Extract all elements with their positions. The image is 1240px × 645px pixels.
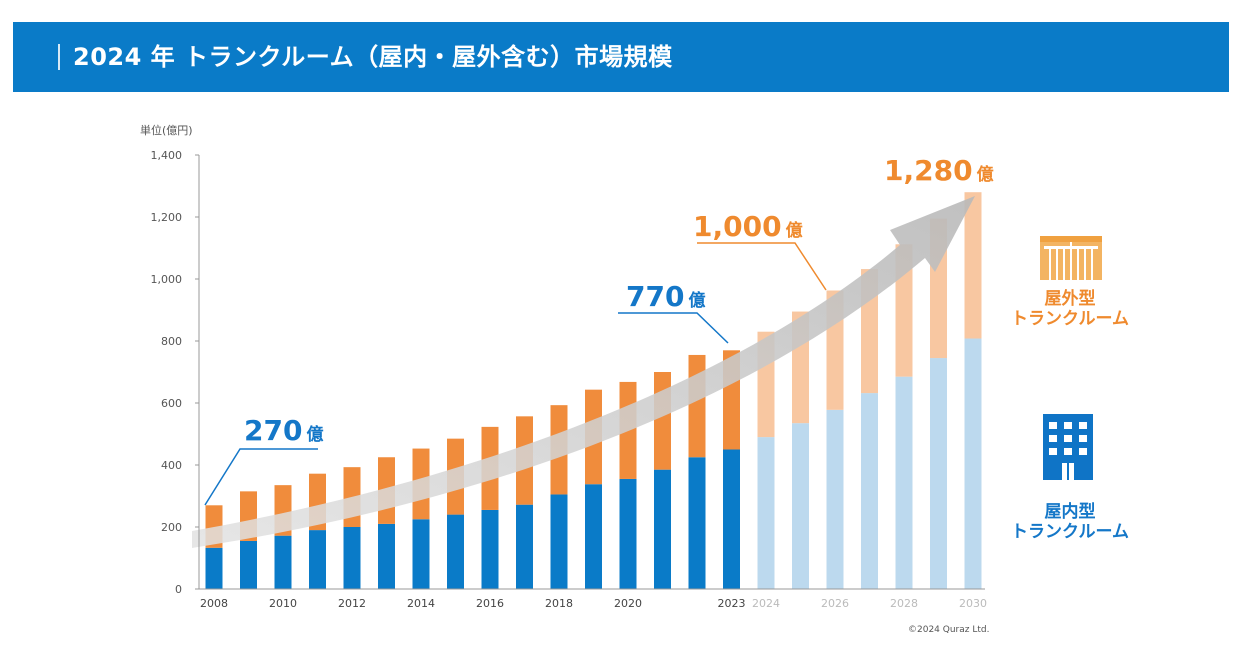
bar-indoor-2024 <box>757 437 775 589</box>
x-tick-label: 2016 <box>476 597 504 610</box>
x-tick-label: 2028 <box>890 597 918 610</box>
y-tick-label: 400 <box>161 459 182 472</box>
bar-indoor-2022 <box>688 457 706 589</box>
bar-indoor-2019 <box>585 484 602 589</box>
y-tick-label: 600 <box>161 397 182 410</box>
annotation-label-2008: 270 億 <box>244 414 323 447</box>
bar-indoor-2027 <box>861 393 878 589</box>
bar-indoor-2008 <box>205 547 223 589</box>
bar-indoor-2011 <box>309 530 326 589</box>
x-tick-label: 2010 <box>269 597 297 610</box>
y-tick-label: 800 <box>161 335 182 348</box>
x-tick-label: 2024 <box>752 597 780 610</box>
y-tick-label: 200 <box>161 521 182 534</box>
bar-indoor-2018 <box>550 494 568 589</box>
x-tick-label: 2030 <box>959 597 987 610</box>
annotation-unit: 億 <box>688 290 705 311</box>
annotation-label-2026: 1,000 億 <box>693 210 803 243</box>
bar-outdoor-2021 <box>654 372 671 470</box>
unit-label: 単位(億円) <box>140 124 193 137</box>
x-tick-label: 2018 <box>545 597 573 610</box>
copyright: ©2024 Quraz Ltd. <box>908 625 990 635</box>
bar-indoor-2010 <box>274 535 292 589</box>
bars <box>205 192 982 589</box>
annotation-label-2023: 770 億 <box>626 280 705 313</box>
bar-indoor-2030 <box>964 338 982 589</box>
outdoor-container-icon <box>1040 236 1102 280</box>
page-title: 2024 年 トランクルーム（屋内・屋外含む）市場規模 <box>73 43 673 71</box>
x-tick-label: 2026 <box>821 597 849 610</box>
bar-indoor-2014 <box>412 519 430 589</box>
annotation-value: 1,000 <box>693 210 782 243</box>
y-tick-label: 0 <box>175 583 182 596</box>
bar-indoor-2023 <box>723 449 740 589</box>
bar-indoor-2009 <box>240 540 257 589</box>
legend-outdoor-label: 屋外型 トランクルーム <box>1011 289 1129 329</box>
bar-indoor-2017 <box>516 504 533 589</box>
bar-indoor-2029 <box>930 358 947 589</box>
annotation-unit: 億 <box>306 424 323 445</box>
annotation-leader-line <box>697 242 827 291</box>
annotation-value: 770 <box>626 280 684 313</box>
annotation-label-2030: 1,280 億 <box>884 154 994 187</box>
x-tick-label: 2008 <box>200 597 228 610</box>
title-banner: 2024 年 トランクルーム（屋内・屋外含む）市場規模 <box>13 22 1229 92</box>
building-icon <box>1043 414 1093 480</box>
x-tick-label: 2020 <box>614 597 642 610</box>
annotation-leader-line <box>204 448 318 506</box>
bar-indoor-2021 <box>654 469 671 589</box>
annotation-unit: 億 <box>977 164 994 185</box>
x-tick-label: 2014 <box>407 597 435 610</box>
annotation-value: 1,280 <box>884 154 973 187</box>
bar-indoor-2020 <box>619 478 637 589</box>
annotation-leader-line <box>618 312 729 344</box>
annotation-unit: 億 <box>786 220 803 241</box>
x-tick-label: 2012 <box>338 597 366 610</box>
x-tick-label: 2023 <box>718 597 746 610</box>
bar-indoor-2026 <box>826 409 844 589</box>
bar-outdoor-2030 <box>964 192 982 339</box>
legend-indoor-label: 屋内型 トランクルーム <box>1011 502 1129 542</box>
bar-indoor-2016 <box>481 509 499 589</box>
bar-indoor-2013 <box>378 523 395 589</box>
bar-indoor-2025 <box>792 423 809 589</box>
bar-indoor-2015 <box>447 514 464 589</box>
trend-arrow <box>192 196 975 548</box>
bar-indoor-2028 <box>895 376 913 589</box>
title-accent-bar <box>58 44 60 70</box>
bar-outdoor-2022 <box>688 354 706 458</box>
y-tick-label: 1,200 <box>151 211 183 224</box>
annotation-value: 270 <box>244 414 302 447</box>
y-tick-label: 1,000 <box>151 273 183 286</box>
axes: 0 200 400 600 800 1,000 1,200 1,400 2008 2010 2012… <box>151 149 988 610</box>
y-tick-label: 1,400 <box>151 149 183 162</box>
bar-indoor-2012 <box>343 527 361 589</box>
